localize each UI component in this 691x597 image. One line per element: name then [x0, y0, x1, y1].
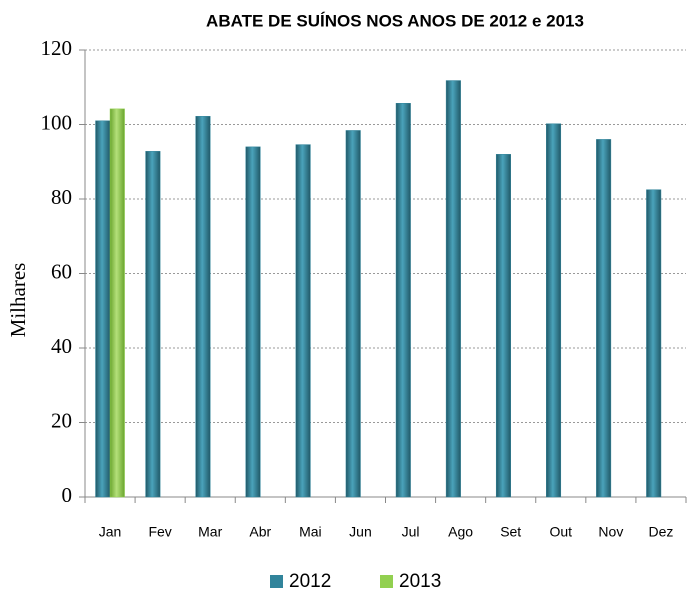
y-tick-label: 40: [51, 334, 72, 358]
chart-title: ABATE DE SUÍNOS NOS ANOS DE 2012 e 2013: [206, 11, 584, 30]
bar: [495, 154, 511, 498]
bar: [245, 146, 261, 498]
x-tick-label: Jan: [99, 524, 122, 540]
y-tick-label: 100: [41, 110, 73, 134]
x-tick-label: Mar: [198, 524, 222, 540]
bar: [445, 80, 461, 498]
legend-swatch: [270, 575, 283, 588]
bar: [195, 116, 211, 498]
x-tick-label: Dez: [649, 524, 674, 540]
x-tick-label: Ago: [448, 524, 473, 540]
legend-label: 2013: [399, 571, 441, 592]
x-tick-label: Abr: [249, 524, 271, 540]
x-tick-label: Fev: [148, 524, 171, 540]
y-tick-label: 80: [51, 185, 72, 209]
x-tick-label: Set: [500, 524, 521, 540]
x-tick-label: Jul: [402, 524, 420, 540]
legend-label: 2012: [289, 571, 331, 592]
bar: [109, 108, 125, 498]
bar: [546, 123, 562, 498]
y-axis-label: Milhares: [6, 263, 30, 338]
x-tick-label: Out: [550, 524, 573, 540]
x-tick-label: Mai: [299, 524, 322, 540]
bar: [395, 103, 411, 498]
y-tick-label: 0: [62, 483, 73, 507]
y-tick-label: 60: [51, 259, 72, 283]
legend-swatch: [380, 575, 393, 588]
y-tick-label: 120: [41, 36, 73, 60]
x-tick-label: Jun: [349, 524, 372, 540]
bar: [95, 120, 111, 498]
bar: [295, 144, 311, 498]
bar: [596, 139, 612, 498]
bar: [646, 189, 662, 498]
x-tick-label: Nov: [598, 524, 623, 540]
bar: [345, 130, 361, 498]
y-tick-label: 20: [51, 408, 72, 432]
bar: [145, 151, 161, 498]
